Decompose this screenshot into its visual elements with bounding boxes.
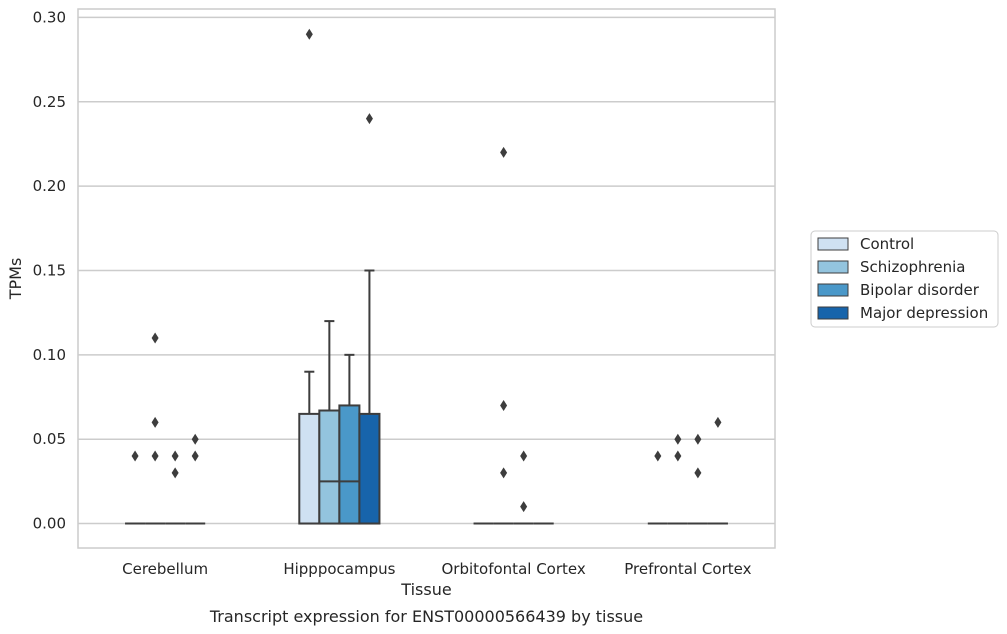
outlier-point: [305, 28, 313, 40]
y-tick-label: 0.25: [33, 93, 66, 111]
x-tick-label: Prefrontal Cortex: [624, 560, 751, 578]
box: [318, 409, 341, 525]
outlier-point: [151, 450, 159, 462]
plot-area-frame: [77, 8, 776, 549]
outlier-point: [674, 433, 682, 445]
series-0: [125, 28, 668, 525]
outlier-point: [674, 450, 682, 462]
chart-caption: Transcript expression for ENST0000056643…: [209, 607, 643, 626]
outlier-point: [131, 450, 139, 462]
x-tick-label: Cerebellum: [122, 560, 208, 578]
y-tick-label: 0.00: [33, 515, 66, 533]
y-tick-label: 0.05: [33, 430, 66, 448]
outlier-point: [500, 467, 508, 479]
outlier-point: [654, 450, 662, 462]
outlier-point: [191, 450, 199, 462]
outlier-point: [365, 113, 373, 125]
x-axis-label: Tissue: [400, 580, 451, 599]
outlier-point: [151, 416, 159, 428]
y-tick-label: 0.15: [33, 261, 66, 279]
outlier-point: [171, 450, 179, 462]
legend-swatch: [817, 283, 849, 297]
outlier-point: [171, 467, 179, 479]
outlier-point: [520, 501, 528, 513]
outlier-point: [714, 416, 722, 428]
legend-entry: Major depression: [860, 304, 988, 322]
box: [338, 404, 361, 525]
legend: Control Schizophrenia Bipolar disorder Majo…: [810, 230, 999, 328]
y-tick-label: 0.30: [33, 8, 66, 26]
y-axis-ticks: 0.00 0.05 0.10 0.15 0.20 0.25 0.30: [33, 8, 66, 532]
outlier-point: [694, 433, 702, 445]
legend-swatch: [817, 237, 849, 251]
outlier-point: [694, 467, 702, 479]
box-plot-series: [125, 28, 728, 525]
x-tick-label: Hipppocampus: [283, 560, 395, 578]
legend-entry: Bipolar disorder: [860, 281, 980, 299]
series-3: [185, 113, 728, 525]
y-tick-label: 0.20: [33, 177, 66, 195]
y-grid-lines: [78, 16, 775, 525]
outlier-point: [520, 450, 528, 462]
x-tick-label: Orbitofontal Cortex: [442, 560, 586, 578]
box: [298, 412, 321, 525]
legend-entry: Schizophrenia: [860, 258, 965, 276]
outlier-point: [191, 433, 199, 445]
box: [358, 412, 381, 525]
legend-swatch: [817, 260, 849, 274]
y-tick-label: 0.10: [33, 346, 66, 364]
y-axis-label: TPMs: [6, 258, 25, 301]
outlier-point: [500, 146, 508, 158]
legend-entry: Control: [860, 235, 914, 253]
series-1: [145, 146, 688, 525]
legend-box: [810, 230, 999, 328]
legend-swatch: [817, 306, 849, 320]
x-axis-ticks: Cerebellum Hipppocampus Orbitofontal Corte…: [122, 560, 751, 578]
outlier-point: [151, 332, 159, 344]
outlier-point: [500, 399, 508, 411]
series-2: [165, 353, 708, 525]
